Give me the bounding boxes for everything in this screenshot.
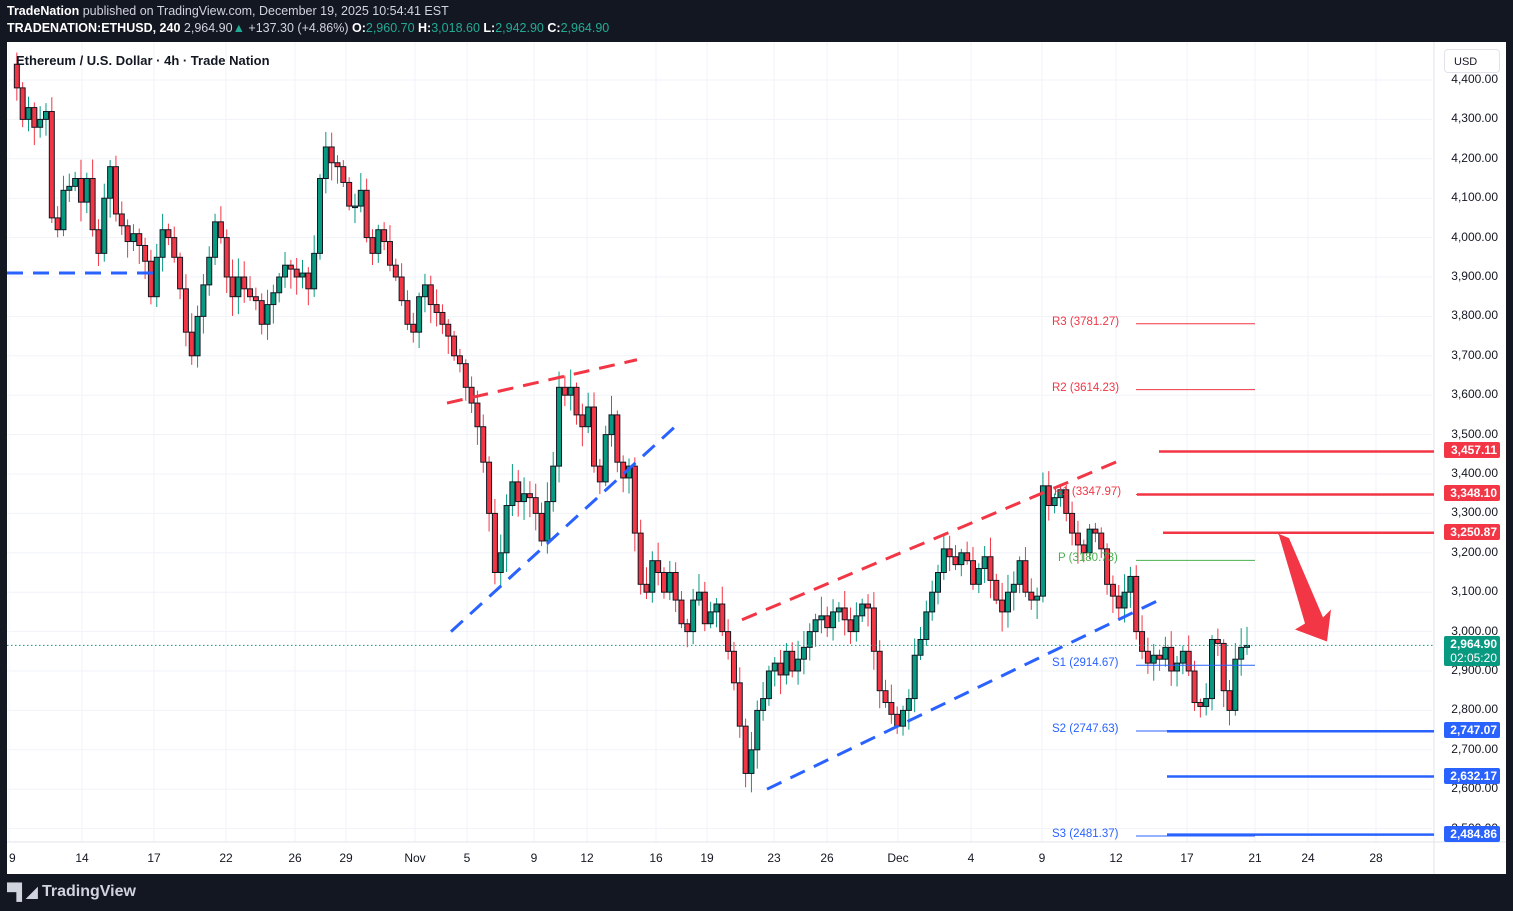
pivot-label-s1: S1 (2914.67) — [1052, 657, 1119, 670]
price-tick: 4,200.00 — [1451, 150, 1498, 165]
price-tick: 3,200.00 — [1451, 544, 1498, 559]
low-label: L: — [483, 21, 496, 35]
time-tick: 22 — [219, 851, 233, 865]
level-price-badge: 3,457.11 — [1444, 442, 1500, 459]
currency-selector[interactable]: USD — [1444, 49, 1500, 73]
last-price-value: 2,964.90 — [1450, 637, 1497, 652]
last-price: 2,964.90 — [183, 21, 233, 35]
price-tick: 4,100.00 — [1451, 190, 1498, 205]
time-tick: 5 — [463, 851, 471, 865]
high-label: H: — [418, 21, 432, 35]
symbol-ohlc-bar: TRADENATION:ETHUSD, 240 2,964.90▲ +137.3… — [7, 21, 609, 35]
publisher-name: TradeNation — [7, 4, 80, 18]
pivot-label-s2: S2 (2747.63) — [1052, 723, 1119, 736]
close-label: C: — [547, 21, 561, 35]
time-tick: 23 — [767, 851, 781, 865]
price-tick: 4,000.00 — [1451, 229, 1498, 244]
pivot-label-s3: S3 (2481.37) — [1052, 827, 1119, 840]
time-tick: 9 — [9, 851, 16, 865]
time-tick: Nov — [404, 851, 426, 865]
low-value: 2,942.90 — [495, 21, 544, 35]
symbol-label: TRADENATION:ETHUSD, 240 — [7, 21, 181, 35]
open-value: 2,960.70 — [365, 21, 415, 35]
time-tick: Dec — [887, 851, 909, 865]
price-tick: 3,400.00 — [1451, 466, 1498, 480]
price-tick: 4,400.00 — [1451, 72, 1498, 86]
time-tick: 26 — [820, 851, 834, 865]
level-price-badge: 2,484.86 — [1444, 825, 1500, 842]
time-tick: 28 — [1369, 851, 1383, 865]
chart-title: Ethereum / U.S. Dollar · 4h · Trade Nati… — [16, 53, 270, 68]
price-change: +137.30 (+4.86%) — [248, 21, 349, 35]
time-tick: 16 — [649, 851, 663, 865]
level-price-badge: 2,632.17 — [1444, 767, 1500, 784]
price-tick: 4,300.00 — [1451, 111, 1498, 126]
time-tick: 17 — [147, 851, 161, 865]
candlestick-chart[interactable] — [7, 42, 1506, 874]
time-tick: 4 — [967, 851, 975, 865]
level-price-badge: 2,747.07 — [1444, 722, 1500, 739]
publish-info: TradeNation published on TradingView.com… — [7, 4, 449, 18]
price-tick: 3,600.00 — [1451, 387, 1498, 402]
chart-panel[interactable]: Ethereum / U.S. Dollar · 4h · Trade Nati… — [7, 42, 1506, 874]
price-tick: 3,900.00 — [1451, 269, 1498, 283]
price-tick: 3,000.00 — [1451, 623, 1498, 638]
price-tick: 2,700.00 — [1451, 741, 1498, 756]
price-tick: 2,900.00 — [1451, 663, 1498, 677]
high-value: 3,018.60 — [431, 21, 480, 35]
price-tick: 3,300.00 — [1451, 505, 1498, 520]
time-tick: 9 — [530, 851, 538, 865]
publish-text: published on TradingView.com, December 1… — [82, 4, 449, 18]
price-tick: 3,800.00 — [1451, 308, 1498, 323]
pivot-label-r1: R1 (3347.97) — [1054, 486, 1122, 499]
time-tick: 26 — [288, 851, 302, 865]
time-tick: 9 — [1038, 851, 1046, 865]
price-tick: 2,600.00 — [1451, 781, 1498, 796]
pivot-label-r3: R3 (3781.27) — [1052, 315, 1120, 328]
level-price-badge: 3,250.87 — [1444, 523, 1500, 540]
time-tick: 29 — [339, 851, 353, 865]
tradingview-logo: ▀▌◢ TradingView — [7, 882, 136, 902]
price-tick: 2,800.00 — [1451, 702, 1498, 717]
bar-countdown: 02:05:20 — [1450, 651, 1497, 666]
time-tick: 12 — [1109, 851, 1123, 865]
time-tick: 24 — [1301, 851, 1315, 865]
time-tick: 14 — [75, 851, 89, 865]
pivot-label-r2: R2 (3614.23) — [1052, 381, 1120, 394]
tradingview-logo-icon: ▀▌◢ — [7, 884, 38, 901]
price-tick: 3,500.00 — [1451, 426, 1498, 441]
open-label: O: — [351, 21, 366, 35]
price-tick: 3,700.00 — [1451, 347, 1498, 362]
price-tick: 3,100.00 — [1451, 584, 1498, 599]
up-triangle-icon: ▲ — [232, 21, 245, 35]
time-tick: 12 — [580, 851, 594, 865]
time-tick: 17 — [1180, 851, 1194, 865]
time-tick: 21 — [1248, 851, 1262, 865]
brand-name: TradingView — [41, 883, 136, 900]
pivot-label-p: P (3180.73) — [1058, 552, 1118, 565]
close-value: 2,964.90 — [560, 21, 610, 35]
last-price-badge: 2,964.90 02:05:20 — [1444, 636, 1500, 667]
time-tick: 19 — [700, 851, 714, 865]
level-price-badge: 3,348.10 — [1444, 485, 1500, 502]
